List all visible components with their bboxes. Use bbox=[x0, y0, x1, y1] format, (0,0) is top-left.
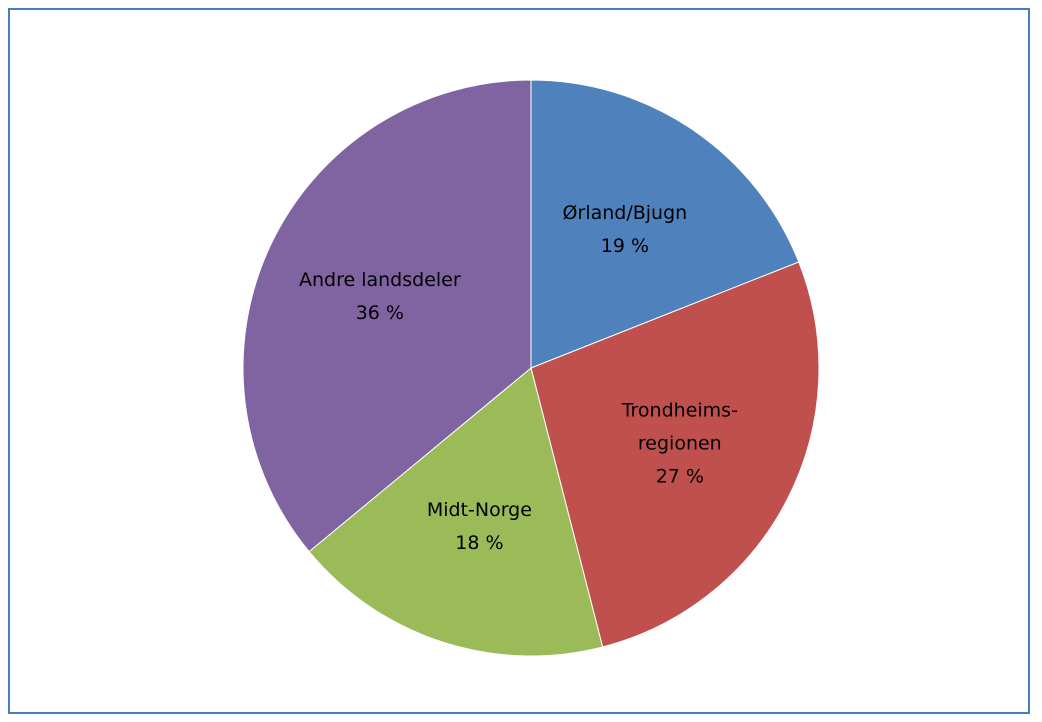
value-label: 27 % bbox=[655, 465, 704, 488]
value-label: 19 % bbox=[600, 234, 650, 257]
pie-slice bbox=[530, 261, 820, 648]
slice-label: Ørland/Bjugn 19 % bbox=[563, 197, 688, 263]
slice-label: Andre landsdeler 36 % bbox=[299, 264, 461, 330]
pie-slice bbox=[308, 367, 604, 657]
pie-slice bbox=[530, 79, 800, 369]
value-label: 36 % bbox=[355, 301, 404, 324]
category-label: Ørland/Bjugn bbox=[562, 201, 688, 224]
category-label: Midt-Norge bbox=[426, 498, 532, 521]
chart-frame bbox=[8, 8, 1030, 714]
pie-slice bbox=[242, 79, 532, 553]
value-label: 18 % bbox=[455, 531, 504, 554]
slice-label: Trondheims- regionen 27 % bbox=[622, 394, 738, 493]
slice-label: Midt-Norge 18 % bbox=[427, 494, 532, 560]
category-label: Trondheims- regionen bbox=[621, 399, 738, 455]
category-label: Andre landsdeler bbox=[299, 268, 461, 291]
